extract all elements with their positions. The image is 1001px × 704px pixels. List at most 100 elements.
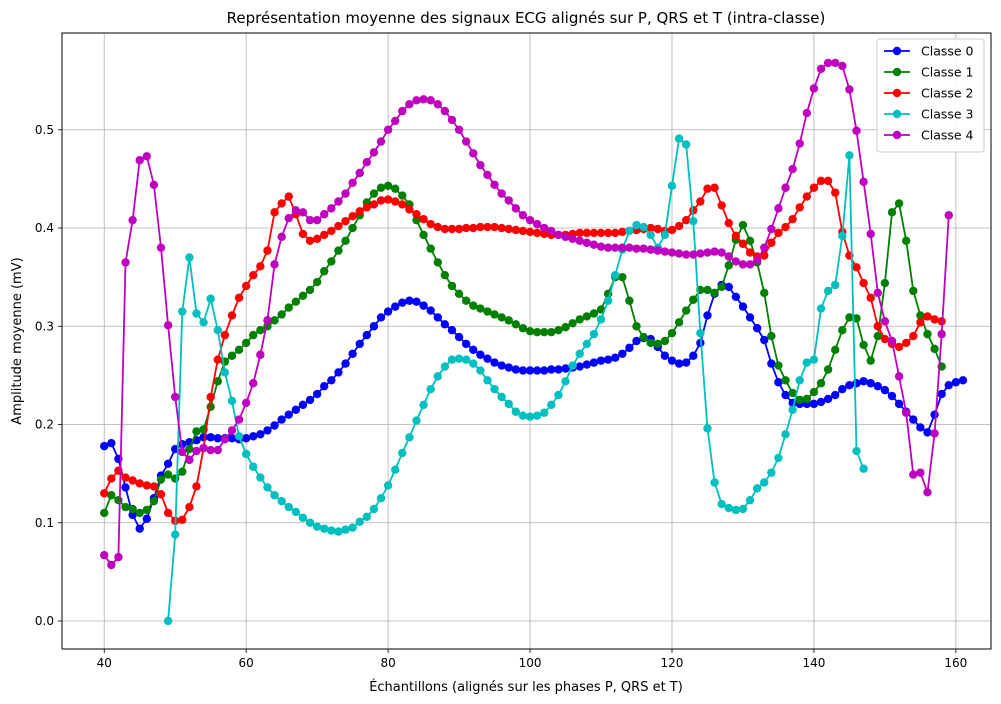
data-point-classe-4 <box>795 139 804 148</box>
data-point-classe-3 <box>575 349 584 358</box>
data-point-classe-3 <box>731 505 741 515</box>
data-point-classe-3 <box>795 376 804 385</box>
data-point-classe-3 <box>738 504 748 514</box>
data-point-classe-3 <box>816 304 826 313</box>
data-point-classe-2 <box>823 176 833 186</box>
data-point-classe-3 <box>540 408 549 417</box>
data-point-classe-1 <box>831 345 840 355</box>
data-point-classe-1 <box>788 388 797 398</box>
data-point-classe-1 <box>660 336 670 346</box>
data-point-classe-4 <box>320 210 329 219</box>
data-point-classe-4 <box>831 58 840 68</box>
data-point-classe-3 <box>497 392 506 402</box>
data-point-classe-4 <box>845 85 854 94</box>
data-point-classe-0 <box>852 379 861 388</box>
data-point-classe-0 <box>625 343 634 353</box>
data-point-classe-0 <box>561 364 570 373</box>
data-point-classe-2 <box>128 476 137 485</box>
data-point-classe-1 <box>234 345 244 355</box>
data-point-classe-0 <box>206 433 215 442</box>
data-point-classe-0 <box>596 356 606 365</box>
data-point-classe-4 <box>880 317 890 326</box>
data-point-classe-1 <box>909 286 918 296</box>
data-point-classe-4 <box>362 157 372 167</box>
data-point-classe-4 <box>206 445 215 455</box>
data-point-classe-1 <box>816 379 826 388</box>
data-point-classe-4 <box>341 189 350 198</box>
data-point-classe-4 <box>937 329 946 339</box>
data-point-classe-2 <box>873 322 882 331</box>
data-point-classe-2 <box>710 183 719 192</box>
data-point-classe-2 <box>816 176 826 186</box>
data-point-classe-1 <box>547 327 556 337</box>
data-point-classe-0 <box>582 360 592 369</box>
data-point-classe-0 <box>298 400 308 410</box>
data-point-classe-0 <box>433 313 442 322</box>
data-point-classe-0 <box>767 359 776 368</box>
data-point-classe-0 <box>916 423 925 432</box>
data-point-classe-2 <box>476 222 485 232</box>
data-point-classe-4 <box>348 178 357 188</box>
data-point-classe-3 <box>681 140 691 149</box>
y-tick-label: 0.3 <box>35 319 54 333</box>
x-tick-label: 140 <box>802 656 825 670</box>
data-point-classe-2 <box>334 221 343 231</box>
axis-ticks: 40 60 80 100 120 140 160 0.0 0.1 0.2 0.3 0.4 0.5 <box>35 123 967 670</box>
data-point-classe-2 <box>767 238 776 247</box>
data-point-classe-3 <box>752 484 762 493</box>
data-point-classe-3 <box>774 453 783 463</box>
data-point-classe-4 <box>312 215 322 225</box>
data-point-classe-3 <box>227 396 237 406</box>
data-point-classe-3 <box>440 362 450 371</box>
data-point-classe-4 <box>710 247 719 256</box>
data-point-classe-4 <box>752 256 762 265</box>
data-point-classe-0 <box>284 410 293 419</box>
data-point-classe-3 <box>241 449 251 459</box>
data-point-classe-3 <box>362 512 372 522</box>
data-point-classe-0 <box>681 358 691 367</box>
data-point-classe-2 <box>341 216 350 226</box>
data-point-classe-0 <box>362 330 372 340</box>
data-point-classe-1 <box>703 285 712 295</box>
data-point-classe-1 <box>461 296 471 305</box>
data-point-classe-4 <box>277 232 286 242</box>
data-point-classe-4 <box>653 246 662 255</box>
data-point-classe-3 <box>852 446 861 456</box>
chart-title: Représentation moyenne des signaux ECG a… <box>227 9 826 27</box>
data-point-classe-3 <box>256 473 265 482</box>
data-point-classe-1 <box>391 184 400 193</box>
data-point-classe-4 <box>525 215 535 225</box>
data-point-classe-3 <box>511 407 521 416</box>
data-point-classe-0 <box>405 296 414 305</box>
x-tick-label: 100 <box>519 656 542 670</box>
data-point-classe-3 <box>703 424 712 433</box>
data-point-classe-4 <box>724 252 733 261</box>
data-point-classe-4 <box>887 336 897 346</box>
data-point-classe-2 <box>525 227 535 237</box>
data-point-classe-4 <box>263 316 272 325</box>
data-point-classe-2 <box>518 226 528 236</box>
data-point-classe-3 <box>596 315 606 324</box>
data-point-classe-4 <box>305 215 315 225</box>
data-point-classe-3 <box>334 527 343 536</box>
data-point-classe-4 <box>738 260 748 269</box>
data-point-classe-1 <box>171 474 180 483</box>
data-point-classe-1 <box>511 320 521 329</box>
data-point-classe-1 <box>575 315 584 324</box>
data-point-classe-0 <box>540 366 549 375</box>
data-point-classe-2 <box>405 205 414 214</box>
data-point-classe-3 <box>504 399 513 409</box>
data-point-classe-2 <box>653 224 662 234</box>
data-point-classe-2 <box>369 200 379 209</box>
data-point-classe-1 <box>163 470 173 479</box>
data-point-classe-4 <box>603 243 613 252</box>
data-point-classe-2 <box>412 210 421 219</box>
data-point-classe-1 <box>412 215 421 225</box>
data-point-classe-0 <box>930 410 939 419</box>
data-point-classe-3 <box>710 478 719 487</box>
data-point-classe-0 <box>774 378 783 387</box>
data-point-classe-1 <box>305 285 315 295</box>
data-point-classe-2 <box>703 184 712 193</box>
data-point-classe-2 <box>121 473 130 482</box>
